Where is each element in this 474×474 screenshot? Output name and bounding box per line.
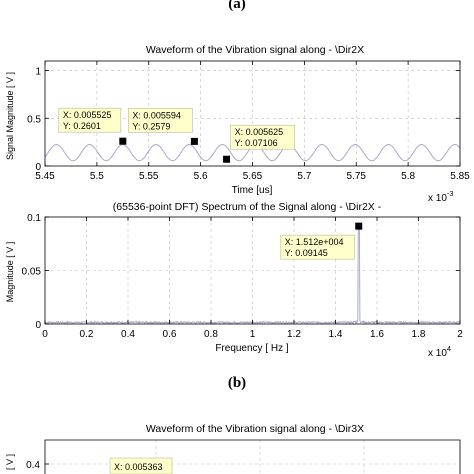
chart-1-datatip-marker (223, 155, 231, 163)
chart-1-datatip-y: Y: 0.2579 (132, 121, 170, 131)
chart-3-y-tick-label: 0.4 (26, 460, 40, 471)
chart-1-title: Waveform of the Vibration signal along -… (146, 44, 364, 56)
chart-2-y-axis-label: Magnitude [ V ] (5, 242, 15, 303)
chart-1-datatip-x: X: 0.005525 (63, 110, 112, 120)
chart-2-x-tick-label: 1.6 (370, 329, 384, 340)
chart-2-x-tick-label: 0.4 (121, 329, 135, 340)
chart-2-x-tick-label: 0.8 (204, 329, 218, 340)
chart-1-datatip-y: Y: 0.07106 (235, 138, 278, 148)
chart-2-x-tick-label: 1 (250, 329, 256, 340)
chart-1: Waveform of the Vibration signal along -… (5, 44, 470, 204)
chart-2-x-tick-label: 1.2 (287, 329, 301, 340)
chart-2-x-ticks: 0 0.2 0.4 0.6 0.8 1 1.2 1.4 1.6 1.8 2 (42, 217, 463, 340)
chart-1-x-axis-label: Time [us] (232, 185, 273, 196)
chart-1-datatip-box (58, 107, 122, 133)
chart-1-x-tick-label: 5.85 (450, 171, 470, 182)
chart-1-x-tick-label: 5.5 (90, 171, 104, 182)
chart-2-x-tick-label: 0.6 (163, 329, 177, 340)
chart-3-grid (45, 440, 460, 474)
chart-1-x-tick-label: 5.7 (297, 171, 311, 182)
chart-2-datatip-box (280, 234, 356, 260)
chart-1-x-ticks: 5.45 5.5 5.55 5.6 5.65 5.7 5.75 5.8 5.85 (35, 61, 470, 182)
chart-2-x-tick-label: 0 (42, 329, 48, 340)
chart-2-datatip-y: Y: 0.09145 (285, 248, 328, 258)
chart-1-x-tick-label: 5.6 (194, 171, 208, 182)
chart-2-y-tick-label: 0.05 (22, 267, 42, 278)
chart-2-x-tick-label: 0.2 (80, 329, 94, 340)
chart-2-x-exponent-base: x 10 (428, 348, 447, 359)
chart-1-datatip-x: X: 0.005625 (235, 127, 284, 137)
chart-1-datatip-box (230, 124, 295, 150)
chart-2-x-axis-label: Frequency [ Hz ] (215, 343, 289, 354)
chart-2-x-exponent: x 104 (428, 344, 451, 359)
chart-2-x-tick-label: 2 (457, 329, 463, 340)
chart-3-datatip-box (109, 457, 173, 474)
chart-2-datatip-marker (355, 222, 363, 230)
chart-1-x-tick-label: 5.55 (139, 171, 159, 182)
chart-1-datatip-marker (119, 137, 127, 145)
chart-2-y-tick-label: 0.1 (27, 213, 41, 224)
chart-2-y-ticks: 0 0.05 0.1 (22, 213, 460, 331)
chart-1-y-ticks: 00.51 (27, 67, 460, 173)
chart-1-datatip-y: Y: 0.2601 (63, 121, 101, 131)
chart-1-x-tick-label: 5.45 (35, 171, 55, 182)
chart-3-datatip-x: X: 0.005363 (114, 462, 163, 472)
chart-2-title: (65536-point DFT) Spectrum of the Signal… (113, 201, 382, 213)
chart-1-x-exponent-base: x 10 (428, 193, 447, 204)
chart-2-x-exponent-power: 4 (447, 344, 451, 353)
chart-1-x-exponent-power: -3 (447, 189, 454, 198)
chart-3-title: Waveform of the Vibration signal along -… (146, 423, 364, 435)
chart-2-x-tick-label: 1.8 (412, 329, 426, 340)
panel-label-a: (a) (228, 0, 246, 12)
chart-3-axes-box (44, 439, 461, 474)
chart-2-datatip-x: X: 1.512e+004 (285, 237, 344, 247)
chart-1-y-tick-label: 0.5 (27, 114, 41, 125)
chart-1-datatip-x: X: 0.005594 (132, 110, 181, 120)
chart-2-x-tick-label: 1.4 (329, 329, 343, 340)
chart-1-y-tick-label: 1 (35, 67, 41, 78)
chart-1-y-axis-label: Signal Magnitude [ V ] (5, 72, 15, 160)
chart-3-datatip: X: 0.005363 (109, 457, 173, 474)
chart-1-x-tick-label: 5.65 (243, 171, 263, 182)
chart-3-y-axis-label: [ V ] (5, 454, 15, 470)
chart-1-x-tick-label: 5.75 (347, 171, 367, 182)
chart-2-y-tick-label: 0 (35, 320, 41, 331)
panel-label-b: (b) (228, 375, 246, 391)
chart-1-x-exponent: x 10-3 (428, 189, 454, 204)
chart-1-y-tick-label: 0 (35, 162, 41, 173)
chart-3: Waveform of the Vibration signal along -… (5, 423, 461, 474)
chart-1-x-tick-label: 5.8 (401, 171, 415, 182)
chart-2-grid (45, 216, 460, 324)
chart-1-datatip-marker (190, 137, 198, 145)
chart-2: (65536-point DFT) Spectrum of the Signal… (5, 201, 463, 359)
chart-1-datatip-box (128, 108, 193, 133)
